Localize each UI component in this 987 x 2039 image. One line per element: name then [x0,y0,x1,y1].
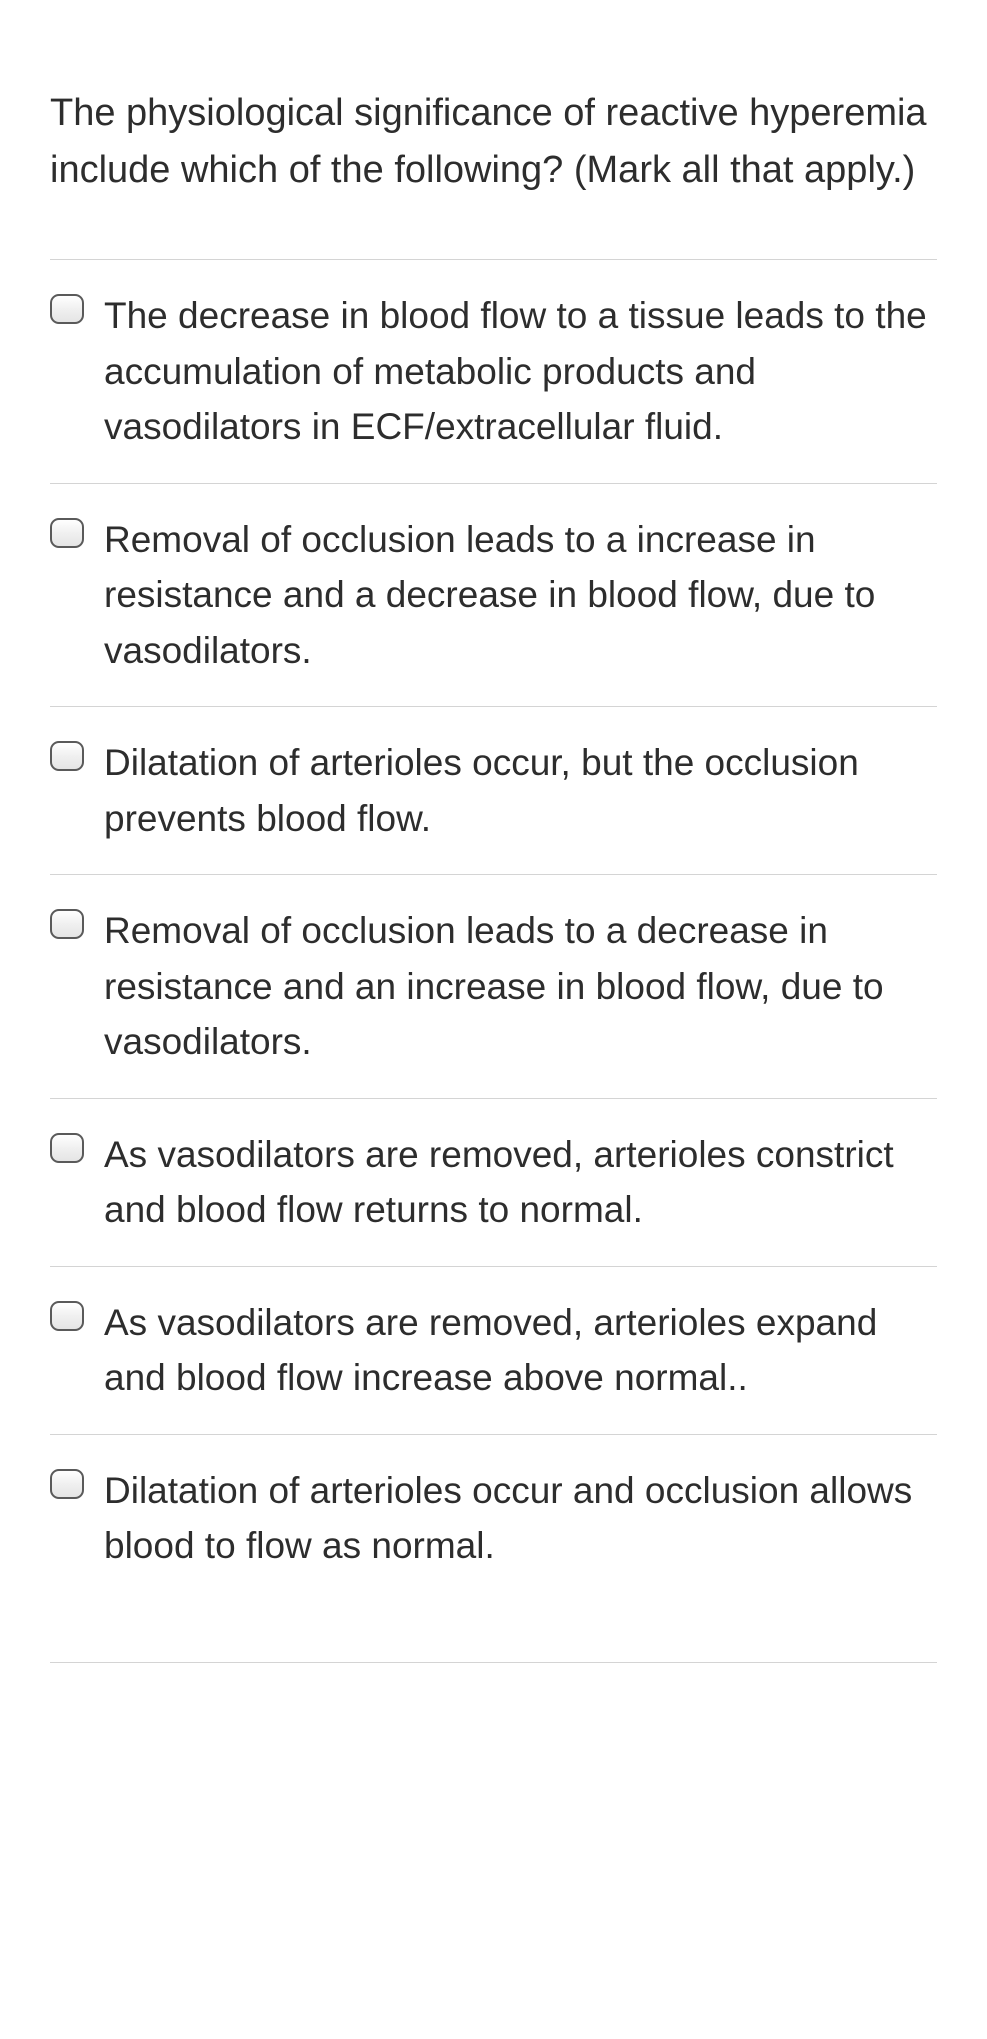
option-row: As vasodilators are removed, arterioles … [50,1099,937,1267]
checkbox-option-6[interactable] [50,1301,84,1331]
checkbox-option-4[interactable] [50,909,84,939]
option-text: Removal of occlusion leads to a decrease… [104,903,937,1070]
checkbox-option-3[interactable] [50,741,84,771]
question-text: The physiological significance of reacti… [50,85,937,199]
options-container: The decrease in blood flow to a tissue l… [50,259,937,1602]
option-text: The decrease in blood flow to a tissue l… [104,288,937,455]
option-row: Removal of occlusion leads to a increase… [50,484,937,708]
checkbox-option-1[interactable] [50,294,84,324]
option-text: As vasodilators are removed, arterioles … [104,1295,937,1406]
option-row: Dilatation of arterioles occur, but the … [50,707,937,875]
bottom-divider [50,1662,937,1663]
option-row: The decrease in blood flow to a tissue l… [50,260,937,484]
checkbox-option-2[interactable] [50,518,84,548]
option-row: Removal of occlusion leads to a decrease… [50,875,937,1099]
checkbox-option-5[interactable] [50,1133,84,1163]
option-text: As vasodilators are removed, arterioles … [104,1127,937,1238]
option-row: As vasodilators are removed, arterioles … [50,1267,937,1435]
option-text: Dilatation of arterioles occur, but the … [104,735,937,846]
option-text: Removal of occlusion leads to a increase… [104,512,937,679]
option-text: Dilatation of arterioles occur and occlu… [104,1463,937,1574]
option-row: Dilatation of arterioles occur and occlu… [50,1435,937,1602]
checkbox-option-7[interactable] [50,1469,84,1499]
